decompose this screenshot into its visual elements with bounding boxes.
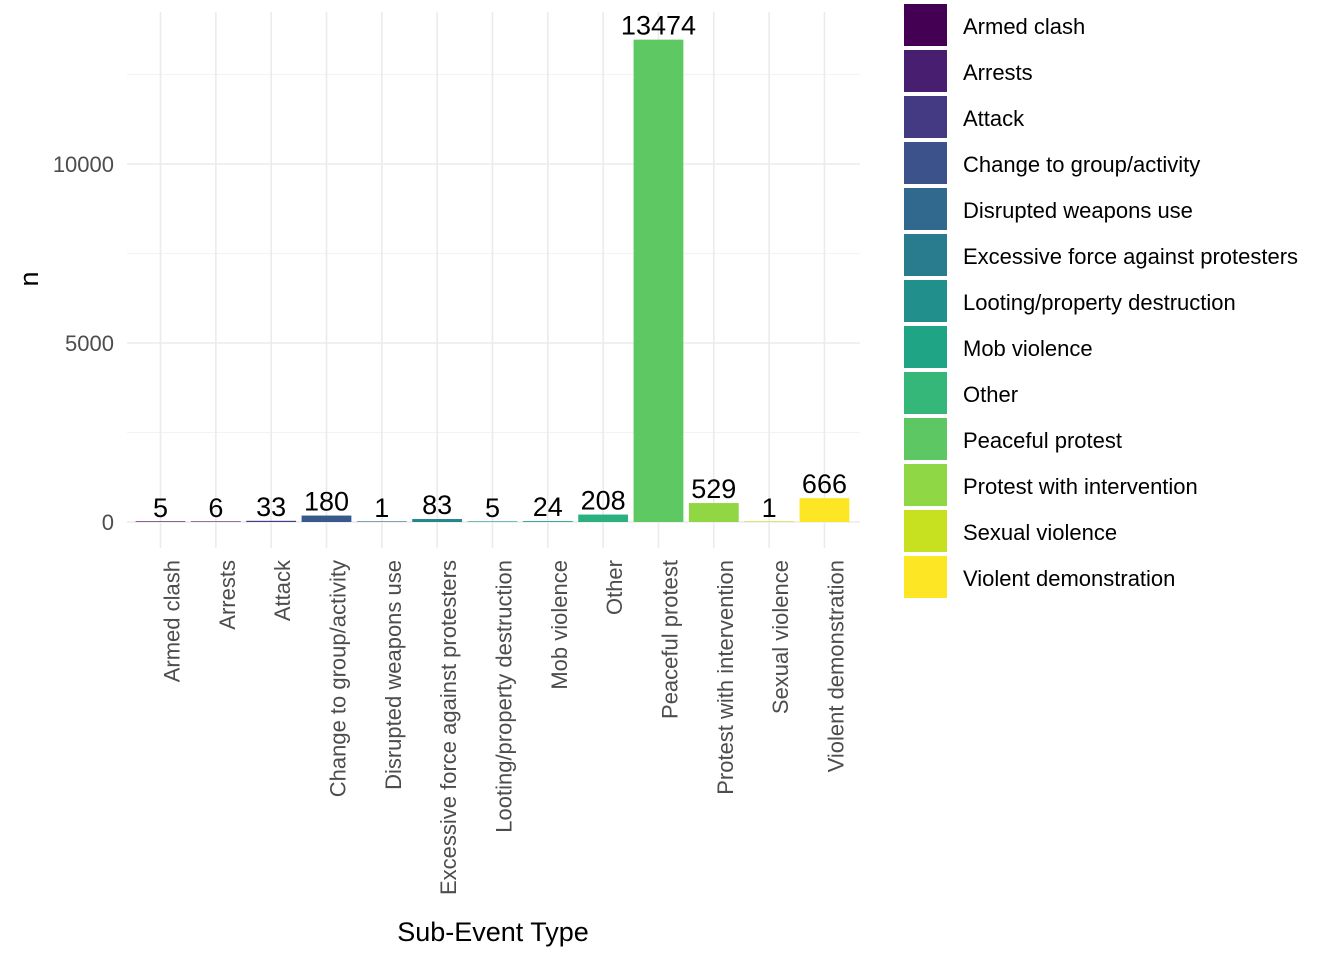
legend-key bbox=[904, 464, 947, 506]
legend-key bbox=[904, 4, 947, 46]
bar bbox=[301, 515, 352, 522]
legend-key bbox=[904, 510, 947, 552]
bar-value-label: 208 bbox=[581, 486, 626, 516]
legend-label: Excessive force against protesters bbox=[963, 244, 1298, 269]
x-tick-label: Disrupted weapons use bbox=[381, 560, 406, 790]
y-tick-label: 10000 bbox=[53, 152, 114, 177]
bar bbox=[135, 521, 186, 522]
x-tick-label: Mob violence bbox=[547, 560, 572, 690]
bars bbox=[135, 39, 850, 522]
bar-value-label: 6 bbox=[208, 493, 223, 523]
bar-value-label: 180 bbox=[304, 487, 349, 517]
legend-label: Arrests bbox=[963, 60, 1033, 85]
bar-value-label: 33 bbox=[256, 492, 286, 522]
legend-label: Attack bbox=[963, 106, 1025, 131]
legend-key bbox=[904, 234, 947, 276]
bar bbox=[578, 514, 629, 522]
x-tick-label: Change to group/activity bbox=[325, 560, 350, 797]
y-axis-ticks: 0 5000 10000 bbox=[53, 152, 114, 535]
legend-label: Looting/property destruction bbox=[963, 290, 1236, 315]
bar bbox=[190, 521, 241, 522]
x-tick-label: Peaceful protest bbox=[657, 560, 682, 719]
legend-label: Mob violence bbox=[963, 336, 1093, 361]
bar-value-labels: 5 6 33 180 1 83 5 24 208 13474 529 1 666 bbox=[153, 11, 847, 523]
legend-key bbox=[904, 142, 947, 184]
bar bbox=[633, 39, 684, 522]
bar bbox=[246, 520, 297, 522]
x-axis-title: Sub-Event Type bbox=[397, 917, 589, 947]
legend-key bbox=[904, 188, 947, 230]
bar bbox=[467, 521, 518, 522]
legend-label: Change to group/activity bbox=[963, 152, 1200, 177]
legend-key bbox=[904, 372, 947, 414]
legend-key bbox=[904, 96, 947, 138]
bar bbox=[522, 521, 573, 522]
legend-label: Peaceful protest bbox=[963, 428, 1122, 453]
legend-label: Armed clash bbox=[963, 14, 1085, 39]
x-tick-label: Excessive force against protesters bbox=[436, 560, 461, 895]
legend-key bbox=[904, 326, 947, 368]
legend: Armed clash Arrests Attack Change to group/… bbox=[904, 4, 1298, 598]
legend-label: Violent demonstration bbox=[963, 566, 1175, 591]
bar-value-label: 5 bbox=[485, 493, 500, 523]
x-tick-label: Protest with intervention bbox=[713, 560, 738, 795]
x-tick-label: Other bbox=[602, 560, 627, 615]
legend-key bbox=[904, 280, 947, 322]
bar bbox=[799, 498, 850, 522]
bar bbox=[688, 503, 739, 522]
legend-key bbox=[904, 50, 947, 92]
bar-value-label: 1 bbox=[374, 493, 389, 523]
y-tick-label: 0 bbox=[102, 510, 114, 535]
x-tick-label: Arrests bbox=[215, 560, 240, 630]
bar-value-label: 24 bbox=[533, 492, 563, 522]
x-tick-label: Sexual violence bbox=[768, 560, 793, 714]
y-axis-title: n bbox=[14, 271, 44, 286]
legend-key bbox=[904, 418, 947, 460]
y-tick-label: 5000 bbox=[65, 331, 114, 356]
grid-lines bbox=[127, 12, 860, 548]
bar-value-label: 666 bbox=[802, 469, 847, 499]
legend-key bbox=[904, 556, 947, 598]
bar bbox=[412, 519, 463, 522]
legend-label: Sexual violence bbox=[963, 520, 1117, 545]
x-tick-label: Armed clash bbox=[160, 560, 185, 682]
x-tick-label: Attack bbox=[270, 559, 295, 621]
bar-value-label: 83 bbox=[422, 490, 452, 520]
x-tick-label: Violent demonstration bbox=[823, 560, 848, 772]
legend-label: Other bbox=[963, 382, 1018, 407]
legend-label: Disrupted weapons use bbox=[963, 198, 1193, 223]
x-tick-label: Looting/property destruction bbox=[491, 560, 516, 833]
bar bbox=[744, 521, 795, 522]
bar-value-label: 1 bbox=[762, 493, 777, 523]
legend-label: Protest with intervention bbox=[963, 474, 1198, 499]
bar-value-label: 529 bbox=[691, 474, 736, 504]
bar bbox=[356, 521, 407, 522]
bar-value-label: 13474 bbox=[621, 11, 696, 41]
x-axis-ticks: Armed clash Arrests Attack Change to group/… bbox=[160, 559, 849, 895]
bar-value-label: 5 bbox=[153, 493, 168, 523]
